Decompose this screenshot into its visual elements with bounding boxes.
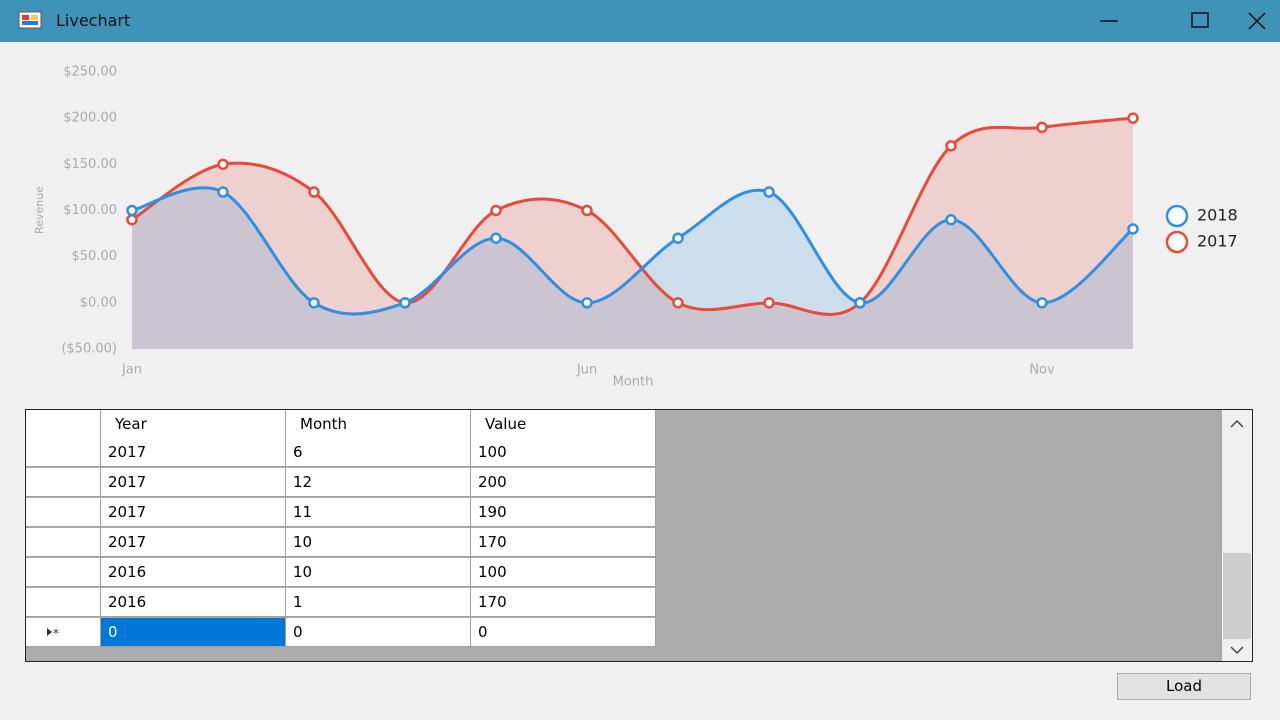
x-tick-label: Jan bbox=[121, 363, 142, 378]
y-tick-label: ($50.00) bbox=[61, 342, 117, 357]
maximize-button[interactable] bbox=[1191, 12, 1209, 28]
y-tick-label: $50.00 bbox=[72, 249, 118, 264]
data-point bbox=[1127, 223, 1139, 235]
grid-cell[interactable]: 2017 bbox=[101, 498, 286, 527]
y-axis-title: Revenue bbox=[33, 186, 46, 234]
row-header bbox=[26, 558, 101, 587]
app-icon bbox=[18, 11, 42, 29]
grid-cell[interactable]: 12 bbox=[286, 468, 471, 497]
column-header[interactable]: Value bbox=[471, 410, 656, 439]
column-header[interactable]: Month bbox=[286, 410, 471, 439]
data-point bbox=[672, 297, 684, 309]
data-point bbox=[490, 204, 502, 217]
row-header bbox=[26, 528, 101, 557]
row-header bbox=[26, 438, 101, 467]
grid-cell[interactable]: 100 bbox=[471, 558, 656, 587]
data-point bbox=[399, 297, 411, 309]
grid-cell[interactable]: 2016 bbox=[101, 588, 286, 617]
data-point bbox=[763, 186, 775, 198]
data-point bbox=[217, 186, 229, 198]
data-point bbox=[854, 297, 866, 309]
grid-cell[interactable]: 2017 bbox=[101, 468, 286, 497]
title-bar: Livechart bbox=[0, 0, 1280, 42]
grid-cell[interactable]: 2017 bbox=[101, 438, 286, 467]
grid-cell[interactable]: 10 bbox=[286, 558, 471, 587]
data-point bbox=[1127, 112, 1139, 124]
y-tick-label: $100.00 bbox=[63, 203, 117, 218]
y-tick-label: $150.00 bbox=[63, 157, 117, 172]
grid-cell[interactable]: 170 bbox=[471, 528, 656, 557]
y-tick-label: $250.00 bbox=[63, 65, 117, 80]
data-point bbox=[1036, 297, 1048, 309]
scroll-arrows bbox=[1230, 419, 1244, 655]
data-point bbox=[217, 158, 229, 171]
chart: Revenue Month ($50.00) $0.00 $50.00 $100.00… bbox=[33, 65, 1238, 390]
data-point bbox=[945, 140, 957, 152]
legend-marker bbox=[1165, 204, 1189, 228]
close-button[interactable] bbox=[1248, 12, 1266, 30]
grid-cell[interactable]: 1 bbox=[286, 588, 471, 617]
row-header bbox=[26, 468, 101, 497]
load-button[interactable]: Load bbox=[1117, 673, 1251, 700]
grid-cell[interactable]: 200 bbox=[471, 468, 656, 497]
grid-cell[interactable]: 6 bbox=[286, 438, 471, 467]
grid-cell[interactable]: 2017 bbox=[101, 528, 286, 557]
series-line bbox=[131, 186, 1134, 316]
data-grid[interactable]: Year Month Value 2017 6 100 2017 12 200 2017 11 190… bbox=[25, 409, 1253, 662]
scrollbar[interactable] bbox=[1222, 410, 1252, 661]
new-row-cell[interactable]: 0 bbox=[471, 618, 656, 647]
y-tick-label: $200.00 bbox=[63, 111, 117, 126]
window-controls bbox=[1100, 12, 1266, 30]
grid-cell[interactable]: 2016 bbox=[101, 558, 286, 587]
grid-cell[interactable]: 190 bbox=[471, 498, 656, 527]
new-row-cell[interactable]: 0 bbox=[101, 618, 286, 647]
grid-cell[interactable]: 11 bbox=[286, 498, 471, 527]
new-row-indicator: * bbox=[47, 627, 59, 641]
data-point bbox=[1036, 121, 1048, 134]
window-title: Livechart bbox=[56, 11, 131, 30]
data-point bbox=[763, 297, 775, 309]
data-point bbox=[308, 297, 320, 309]
new-row-header: * bbox=[26, 618, 101, 647]
series-area bbox=[132, 187, 1133, 349]
scroll-thumb[interactable] bbox=[1223, 553, 1251, 639]
grid-cell[interactable]: 170 bbox=[471, 588, 656, 617]
data-point bbox=[490, 232, 502, 244]
legend-label: 2018 bbox=[1197, 206, 1238, 225]
x-tick-label: Jun bbox=[576, 363, 597, 378]
data-point bbox=[581, 297, 593, 309]
row-header-corner bbox=[26, 410, 101, 439]
row-header bbox=[26, 498, 101, 527]
new-row-cell[interactable]: 0 bbox=[286, 618, 471, 647]
data-point bbox=[581, 204, 593, 217]
row-header bbox=[26, 588, 101, 617]
x-axis-title: Month bbox=[613, 375, 654, 390]
data-point bbox=[672, 232, 684, 244]
data-point bbox=[126, 204, 138, 217]
grid-cell[interactable]: 10 bbox=[286, 528, 471, 557]
legend-marker bbox=[1165, 230, 1189, 254]
x-tick-label: Nov bbox=[1029, 363, 1055, 378]
data-point bbox=[308, 186, 320, 198]
svg-text:*: * bbox=[53, 627, 59, 641]
column-header[interactable]: Year bbox=[101, 410, 286, 439]
y-tick-label: $0.00 bbox=[80, 295, 117, 310]
grid-cell[interactable]: 100 bbox=[471, 438, 656, 467]
data-point bbox=[126, 213, 138, 226]
data-point bbox=[945, 213, 957, 226]
legend-label: 2017 bbox=[1197, 232, 1238, 251]
